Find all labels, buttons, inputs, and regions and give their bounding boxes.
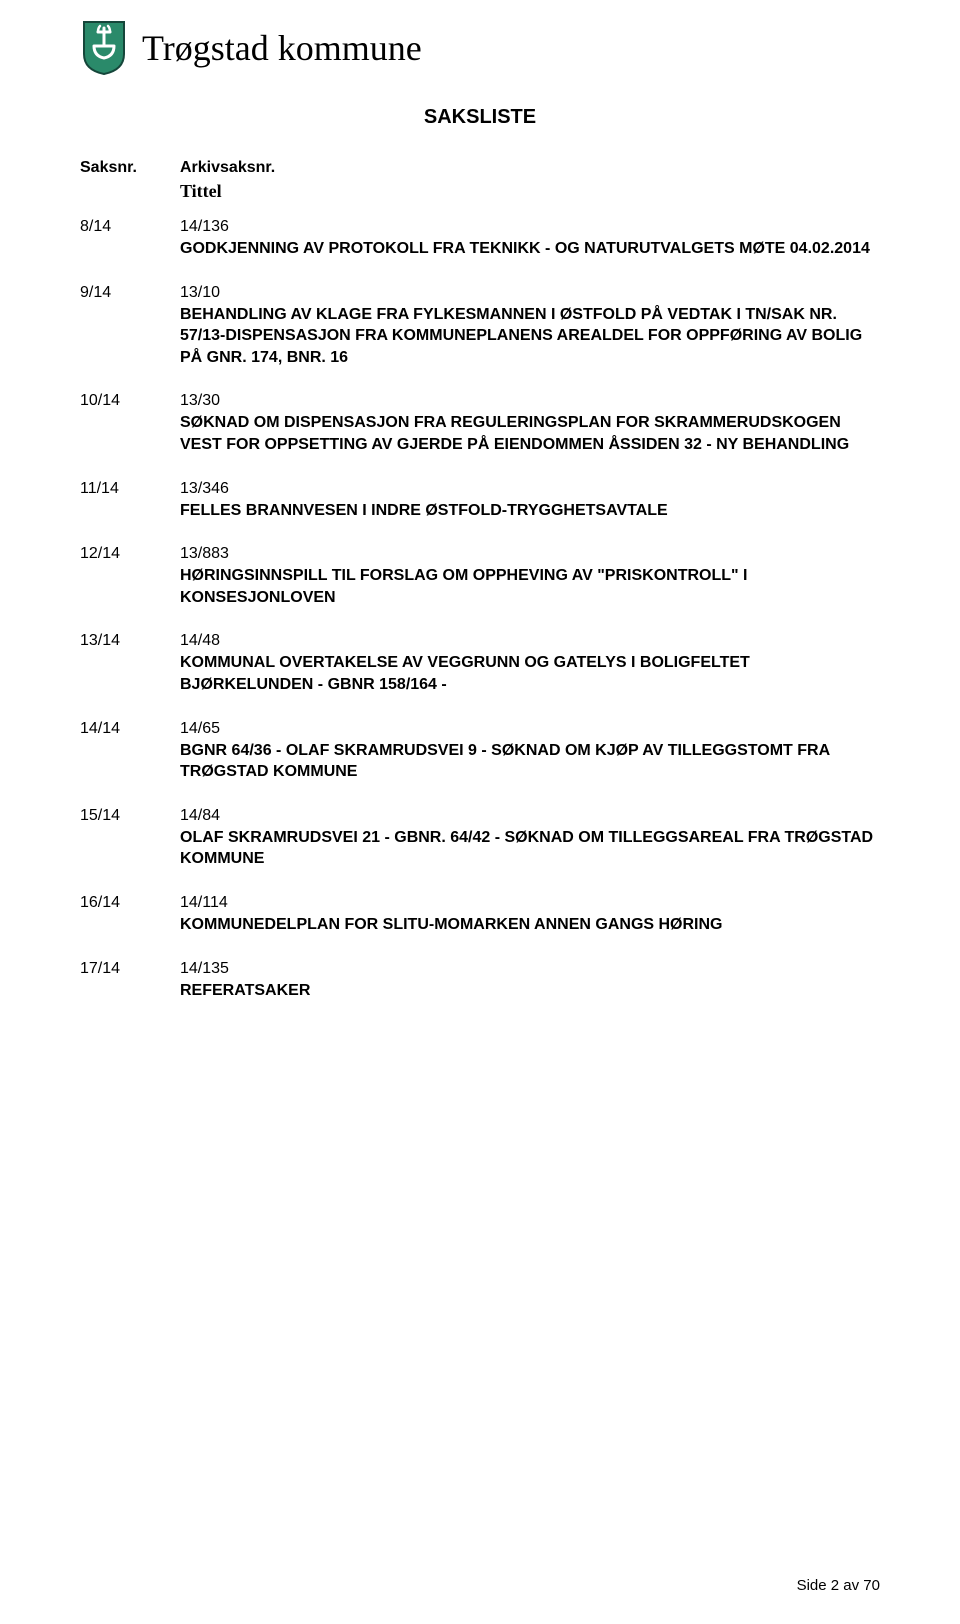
municipality-name: Trøgstad kommune bbox=[142, 27, 422, 69]
case-arkivsaksnr: 13/10 bbox=[180, 284, 880, 302]
document-title: SAKSLISTE bbox=[80, 106, 880, 129]
case-item: 14/1414/65 BGNR 64/36 - OLAF SKRAMRUDSVEI… bbox=[80, 720, 880, 783]
case-title: HØRINGSINNSPILL TIL FORSLAG OM OPPHEVING… bbox=[180, 565, 880, 608]
case-arkivsaksnr: 14/136 bbox=[180, 218, 880, 236]
case-arkivsaksnr: 13/346 bbox=[180, 480, 880, 498]
column-subheader-tittel: Tittel bbox=[180, 181, 880, 202]
case-arkivsaksnr: 14/48 bbox=[180, 632, 880, 650]
case-content: 14/114 KOMMUNEDELPLAN FOR SLITU-MOMARKEN … bbox=[180, 894, 880, 936]
case-title: GODKJENNING AV PROTOKOLL FRA TEKNIKK - O… bbox=[180, 238, 880, 260]
case-saksnr: 9/14 bbox=[80, 284, 180, 369]
case-arkivsaksnr: 14/84 bbox=[180, 807, 880, 825]
case-saksnr: 13/14 bbox=[80, 632, 180, 695]
case-item: 9/1413/10 BEHANDLING AV KLAGE FRA FYLKESM… bbox=[80, 284, 880, 369]
case-item: 17/1414/135 REFERATSAKER bbox=[80, 960, 880, 1002]
case-content: 14/48 KOMMUNAL OVERTAKELSE AV VEGGRUNN OG… bbox=[180, 632, 880, 695]
case-content: 13/10 BEHANDLING AV KLAGE FRA FYLKESMANNE… bbox=[180, 284, 880, 369]
case-arkivsaksnr: 14/114 bbox=[180, 894, 880, 912]
case-title: KOMMUNAL OVERTAKELSE AV VEGGRUNN OG GATE… bbox=[180, 652, 880, 695]
case-saksnr: 17/14 bbox=[80, 960, 180, 1002]
case-title: KOMMUNEDELPLAN FOR SLITU-MOMARKEN ANNEN … bbox=[180, 914, 880, 936]
case-content: 14/135 REFERATSAKER bbox=[180, 960, 880, 1002]
case-title: REFERATSAKER bbox=[180, 980, 880, 1002]
case-item: 11/1413/346 FELLES BRANNVESEN I INDRE ØST… bbox=[80, 480, 880, 522]
case-title: SØKNAD OM DISPENSASJON FRA REGULERINGSPL… bbox=[180, 412, 880, 455]
case-title: BGNR 64/36 - OLAF SKRAMRUDSVEI 9 - SØKNA… bbox=[180, 740, 880, 783]
case-item: 12/1413/883 HØRINGSINNSPILL TIL FORSLAG O… bbox=[80, 545, 880, 608]
case-title: BEHANDLING AV KLAGE FRA FYLKESMANNEN I Ø… bbox=[180, 304, 880, 369]
case-title: OLAF SKRAMRUDSVEI 21 - GBNR. 64/42 - SØK… bbox=[180, 827, 880, 870]
case-item: 16/1414/114 KOMMUNEDELPLAN FOR SLITU-MOMA… bbox=[80, 894, 880, 936]
column-header-saksnr: Saksnr. bbox=[80, 159, 180, 177]
case-saksnr: 14/14 bbox=[80, 720, 180, 783]
case-item: 13/1414/48 KOMMUNAL OVERTAKELSE AV VEGGRU… bbox=[80, 632, 880, 695]
case-saksnr: 12/14 bbox=[80, 545, 180, 608]
case-list: 8/1414/136 GODKJENNING AV PROTOKOLL FRA T… bbox=[80, 218, 880, 1001]
column-header-arkivsaksnr: Arkivsaksnr. bbox=[180, 159, 880, 177]
case-content: 13/30 SØKNAD OM DISPENSASJON FRA REGULERI… bbox=[180, 392, 880, 455]
case-saksnr: 10/14 bbox=[80, 392, 180, 455]
case-arkivsaksnr: 14/135 bbox=[180, 960, 880, 978]
case-arkivsaksnr: 14/65 bbox=[180, 720, 880, 738]
column-headers: Saksnr. Arkivsaksnr. bbox=[80, 159, 880, 177]
municipality-shield-icon bbox=[80, 20, 128, 76]
case-item: 15/1414/84 OLAF SKRAMRUDSVEI 21 - GBNR. 6… bbox=[80, 807, 880, 870]
case-item: 10/1413/30 SØKNAD OM DISPENSASJON FRA REG… bbox=[80, 392, 880, 455]
case-arkivsaksnr: 13/883 bbox=[180, 545, 880, 563]
case-content: 14/84 OLAF SKRAMRUDSVEI 21 - GBNR. 64/42 … bbox=[180, 807, 880, 870]
case-content: 13/883 HØRINGSINNSPILL TIL FORSLAG OM OPP… bbox=[180, 545, 880, 608]
case-content: 13/346 FELLES BRANNVESEN I INDRE ØSTFOLD-… bbox=[180, 480, 880, 522]
page-footer: Side 2 av 70 bbox=[797, 1577, 880, 1594]
case-arkivsaksnr: 13/30 bbox=[180, 392, 880, 410]
case-title: FELLES BRANNVESEN I INDRE ØSTFOLD-TRYGGH… bbox=[180, 500, 880, 522]
case-content: 14/65 BGNR 64/36 - OLAF SKRAMRUDSVEI 9 - … bbox=[180, 720, 880, 783]
case-item: 8/1414/136 GODKJENNING AV PROTOKOLL FRA T… bbox=[80, 218, 880, 260]
case-content: 14/136 GODKJENNING AV PROTOKOLL FRA TEKNI… bbox=[180, 218, 880, 260]
case-saksnr: 15/14 bbox=[80, 807, 180, 870]
case-saksnr: 16/14 bbox=[80, 894, 180, 936]
page-header: Trøgstad kommune bbox=[80, 20, 880, 76]
case-saksnr: 11/14 bbox=[80, 480, 180, 522]
case-saksnr: 8/14 bbox=[80, 218, 180, 260]
